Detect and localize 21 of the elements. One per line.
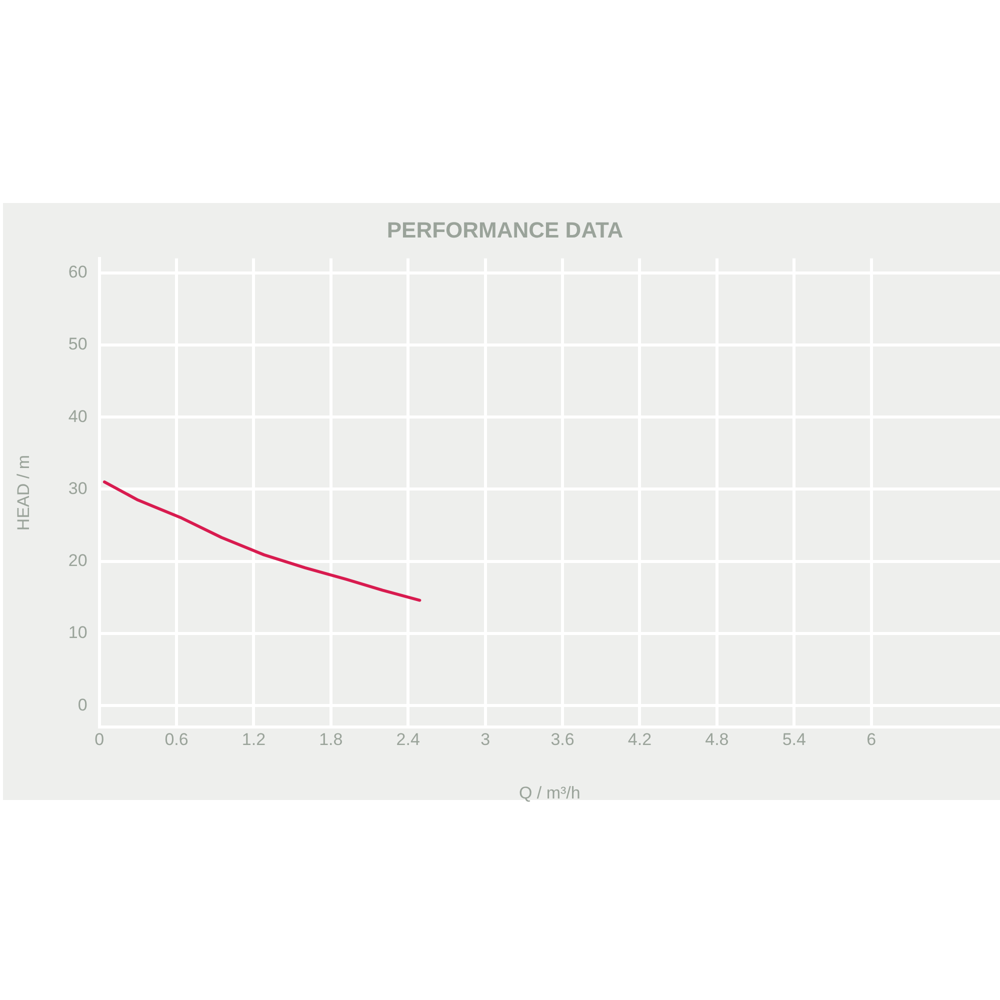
y-tick-label: 20 (68, 551, 88, 570)
x-tick-label: 3.6 (550, 730, 574, 750)
y-axis-title: HEAD / m (14, 455, 33, 531)
x-axis-title: Q / m³/h (518, 783, 580, 802)
y-tick-label: 40 (68, 406, 88, 426)
y-tick-label: 60 (68, 262, 88, 282)
x-tick-label: 4.2 (628, 730, 652, 750)
x-tick-label: 2.4 (396, 730, 420, 750)
y-tick-label: 50 (68, 334, 88, 354)
x-tick-label: 1.8 (319, 730, 343, 750)
x-tick-label: 0 (94, 730, 104, 750)
x-tick-label: 0.6 (164, 730, 188, 750)
x-tick-label: 5.4 (782, 730, 806, 750)
y-tick-label: 10 (68, 623, 88, 642)
x-tick-label: 1.2 (242, 730, 266, 750)
chart-title: PERFORMANCE DATA (386, 217, 624, 242)
x-tick-label: 4.8 (705, 730, 729, 750)
x-tick-label: 6 (866, 730, 876, 750)
y-tick-label: 0 (78, 695, 88, 714)
y-tick-label: 30 (68, 478, 88, 498)
x-tick-label: 3 (480, 730, 490, 750)
